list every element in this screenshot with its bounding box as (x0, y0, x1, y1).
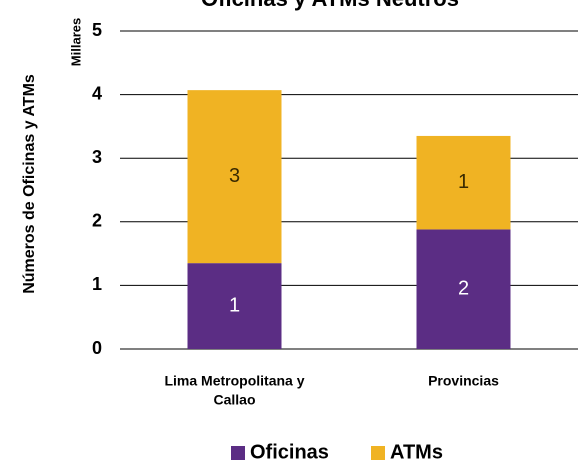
data-label: 1 (229, 294, 240, 316)
y-tick-label: 3 (92, 147, 102, 167)
data-label: 1 (458, 171, 469, 193)
legend-swatch-atms (371, 446, 385, 460)
y-tick-label: 4 (92, 83, 102, 103)
x-tick-label: Provincias (428, 373, 499, 389)
x-tick-label: Lima Metropolitana y (164, 373, 304, 389)
bar-atms (187, 90, 282, 264)
x-axis-categories: Lima Metropolitana y Callao Provincias (164, 373, 499, 408)
bar-oficinas (187, 263, 282, 349)
data-labels: 1 3 2 1 (229, 165, 469, 316)
legend-label-oficinas: Oficinas (250, 441, 329, 463)
chart-title: Oficinas y ATMs Neutros (201, 0, 459, 11)
legend-swatch-oficinas (231, 446, 245, 460)
y-tick-label: 5 (92, 20, 102, 40)
y-tick-label: 0 (92, 338, 102, 358)
data-label: 3 (229, 165, 240, 187)
bar-oficinas (416, 229, 511, 349)
legend: Oficinas ATMs (231, 441, 443, 463)
data-label: 2 (458, 277, 469, 299)
y-tick-label: 1 (92, 274, 102, 294)
y-axis-unit: Millares (68, 18, 83, 66)
y-axis-label: Números de Oficinas y ATMs (21, 74, 38, 294)
y-tick-label: 2 (92, 211, 102, 231)
y-axis-ticks: 0 1 2 3 4 5 (92, 20, 102, 358)
bar-atms (416, 135, 511, 230)
x-tick-label: Callao (213, 392, 255, 408)
bars (187, 90, 511, 349)
legend-label-atms: ATMs (390, 441, 443, 463)
